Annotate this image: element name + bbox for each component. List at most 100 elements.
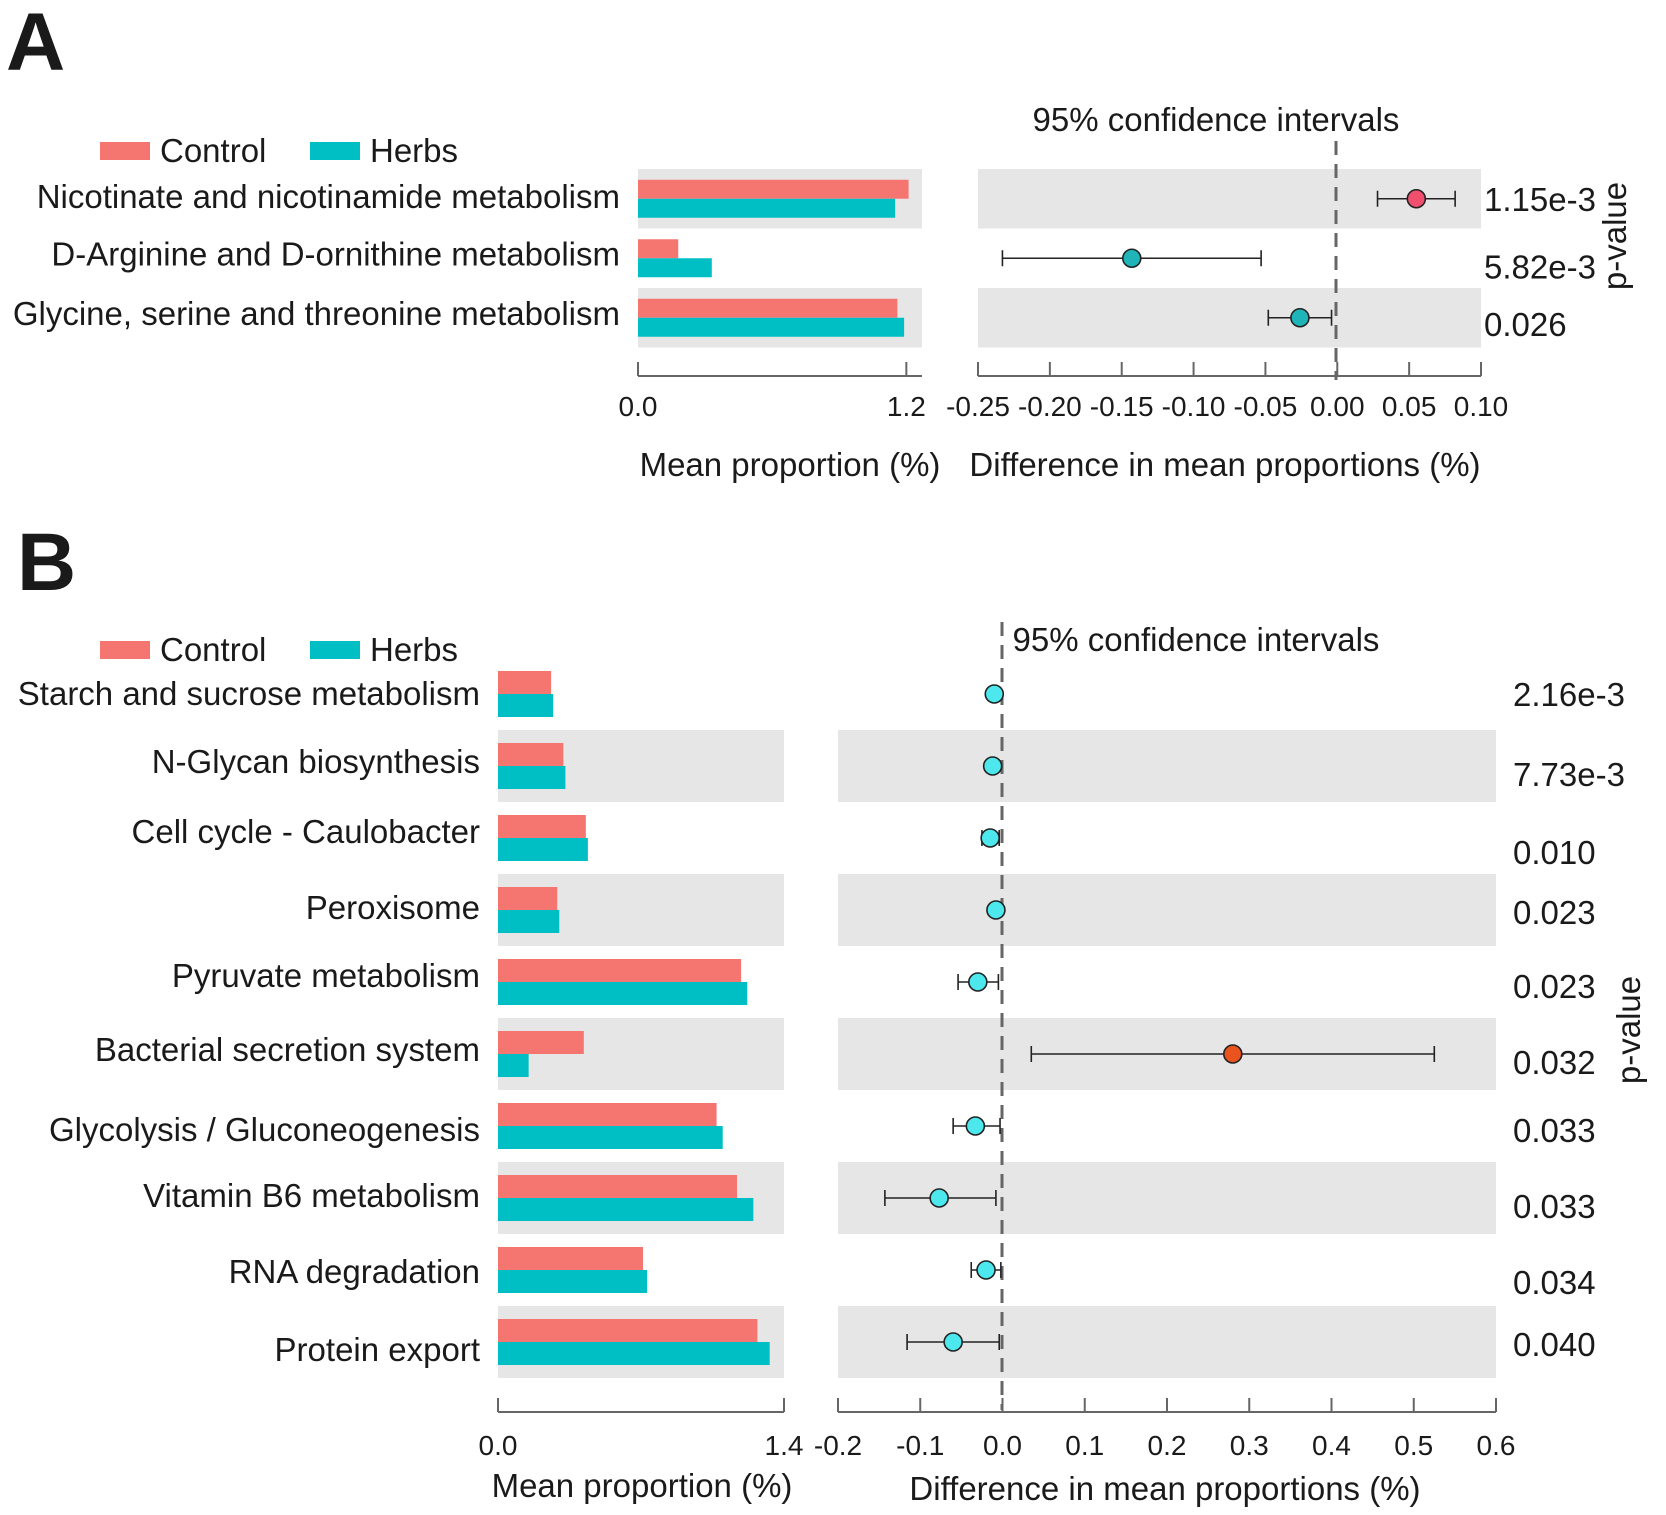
- bar-x-axis-title: Mean proportion (%): [640, 446, 941, 483]
- ci-axis-tick-label: -0.2: [814, 1430, 862, 1461]
- bar-herbs: [498, 1126, 723, 1149]
- legend-control-label: Control: [160, 132, 266, 169]
- p-value-label: 1.15e-3: [1484, 181, 1596, 218]
- legend-herbs-swatch: [310, 142, 360, 160]
- ci-title: 95% confidence intervals: [1013, 621, 1380, 658]
- category-label: Glycine, serine and threonine metabolism: [13, 295, 620, 332]
- bar-control: [498, 671, 552, 694]
- bar-axis-ticks: 0.0 1.4: [479, 1398, 804, 1461]
- legend-control-swatch: [100, 641, 150, 659]
- category-label: Vitamin B6 metabolism: [143, 1177, 480, 1214]
- ci-layer: [884, 684, 1436, 1352]
- bar-herbs: [638, 317, 905, 337]
- ci-x-axis-title: Difference in mean proportions (%): [909, 1470, 1420, 1507]
- bar-herbs: [498, 1198, 754, 1221]
- bar-control: [638, 298, 898, 318]
- ci-estimate-point: [1121, 248, 1142, 269]
- category-label: Cell cycle - Caulobacter: [132, 813, 480, 850]
- p-value-label: 0.023: [1513, 894, 1596, 931]
- ci-layer: [1001, 188, 1456, 328]
- bar-control: [498, 1175, 738, 1198]
- bar-control: [638, 179, 909, 199]
- ci-estimate-point: [1406, 188, 1427, 209]
- p-value-label: 0.033: [1513, 1188, 1596, 1225]
- category-label: Protein export: [275, 1331, 480, 1368]
- ci-axis-tick-label: -0.15: [1090, 391, 1154, 422]
- ci-estimate-point: [1223, 1044, 1243, 1064]
- ci-axis-tick-label: -0.20: [1018, 391, 1082, 422]
- ci-axis-tick-label: 0.6: [1477, 1430, 1516, 1461]
- ci-estimate-point: [986, 900, 1006, 920]
- p-value-title: p-value: [1610, 976, 1647, 1084]
- bar-herbs: [498, 910, 560, 933]
- bar-control: [498, 743, 564, 766]
- category-label: Bacterial secretion system: [95, 1031, 480, 1068]
- ci-axis-tick-label: 0.3: [1230, 1430, 1269, 1461]
- ci-row-band: [838, 730, 1496, 802]
- panel-a: A Control Herbs 95% confidence intervals…: [6, 0, 1633, 483]
- bar-axis-tick-label: 1.4: [765, 1430, 804, 1461]
- ci-title: 95% confidence intervals: [1033, 101, 1400, 138]
- panel-a-letter: A: [6, 0, 65, 88]
- legend-herbs-swatch: [310, 641, 360, 659]
- ci-axis-tick-label: 0.10: [1454, 391, 1509, 422]
- category-label: D-Arginine and D-ornithine metabolism: [51, 235, 620, 272]
- p-value-labels: 2.16e-3 7.73e-3 0.010 0.023 0.023 0.032 0.033 0…: [1513, 676, 1625, 1363]
- ci-axis-tick-label: 0.2: [1148, 1430, 1187, 1461]
- bar-axis-tick-label: 0.0: [619, 391, 658, 422]
- bar-control: [498, 1031, 584, 1054]
- category-label: N-Glycan biosynthesis: [152, 743, 480, 780]
- p-value-label: 7.73e-3: [1513, 756, 1625, 793]
- ci-axis-tick-label: -0.1: [896, 1430, 944, 1461]
- ci-estimate-point: [984, 684, 1005, 704]
- ci-axis-tick-label: -0.10: [1162, 391, 1226, 422]
- ci-axis-tick-label: 0.4: [1312, 1430, 1351, 1461]
- ci-axis-tick-label: 0.00: [1310, 391, 1365, 422]
- bar-axis-tick-label: 1.2: [887, 391, 926, 422]
- p-value-label: 0.034: [1513, 1264, 1596, 1301]
- bar-herbs: [498, 766, 566, 789]
- legend-herbs-label: Herbs: [370, 132, 458, 169]
- p-value-label: 5.82e-3: [1484, 248, 1596, 285]
- bar-herbs: [498, 1270, 648, 1293]
- p-value-label: 0.026: [1484, 306, 1567, 343]
- legend-control-swatch: [100, 142, 150, 160]
- ci-axis-tick-label: -0.05: [1234, 391, 1298, 422]
- bar-axis-ticks: 0.0 1.2: [619, 362, 926, 422]
- bar-axis-tick-label: 0.0: [479, 1430, 518, 1461]
- bar-control: [498, 1247, 644, 1270]
- bar-herbs: [638, 198, 896, 218]
- bar-control: [498, 815, 586, 838]
- ci-estimate-point: [965, 1116, 986, 1136]
- category-label: Nicotinate and nicotinamide metabolism: [37, 178, 620, 215]
- p-value-label: 0.032: [1513, 1044, 1596, 1081]
- bar-control: [498, 1319, 758, 1342]
- category-labels: Starch and sucrose metabolism N-Glycan bi…: [18, 675, 480, 1368]
- ci-estimate-point: [968, 972, 988, 992]
- bar-control: [498, 887, 558, 910]
- bar-herbs: [498, 1342, 770, 1365]
- ci-estimate-point: [976, 1260, 996, 1280]
- p-value-label: 0.033: [1513, 1112, 1596, 1149]
- bar-x-axis-title: Mean proportion (%): [492, 1467, 793, 1504]
- ci-x-axis-title: Difference in mean proportions (%): [969, 446, 1480, 483]
- ci-row-band: [838, 874, 1496, 946]
- p-value-label: 0.010: [1513, 834, 1596, 871]
- bar-control: [498, 959, 742, 982]
- ci-axis-tick-label: 0.05: [1382, 391, 1437, 422]
- p-value-label: 0.023: [1513, 968, 1596, 1005]
- bar-control: [638, 239, 679, 259]
- ci-axis-tick-label: 0.0: [983, 1430, 1022, 1461]
- ci-row-band: [978, 288, 1481, 348]
- bar-herbs: [638, 258, 712, 278]
- category-label: Starch and sucrose metabolism: [18, 675, 480, 712]
- bar-herbs: [498, 838, 588, 861]
- panel-b-letter: B: [17, 517, 76, 608]
- ci-estimate-point: [982, 756, 1003, 776]
- bar-layer: [638, 179, 909, 337]
- bar-herbs: [498, 1054, 529, 1077]
- p-value-title: p-value: [1596, 182, 1633, 290]
- ci-estimate-point: [1290, 307, 1310, 328]
- ci-axis-tick-label: -0.25: [946, 391, 1010, 422]
